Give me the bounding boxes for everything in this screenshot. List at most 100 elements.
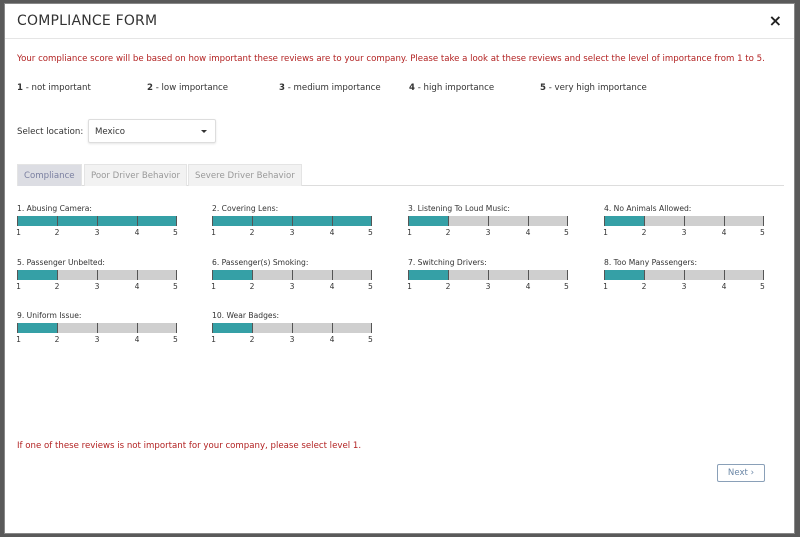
slider-tick	[408, 216, 409, 226]
importance-slider[interactable]	[17, 323, 177, 333]
chevron-down-icon	[201, 130, 207, 133]
importance-slider[interactable]	[212, 323, 372, 333]
slider-tick	[292, 216, 293, 226]
importance-slider[interactable]	[17, 270, 177, 280]
slider-label: 7. Switching Drivers:	[408, 258, 487, 267]
scale-label: 3	[485, 228, 491, 237]
next-button[interactable]: Next ›	[717, 464, 765, 482]
scale-label: 1	[16, 335, 22, 344]
close-icon[interactable]: ×	[768, 11, 782, 30]
slider-tick	[176, 270, 177, 280]
scale-label: 5	[563, 282, 569, 291]
importance-slider[interactable]	[408, 270, 568, 280]
slider-tick	[488, 270, 489, 280]
slider-tick	[292, 270, 293, 280]
intro-text: Your compliance score will be based on h…	[17, 54, 765, 64]
tab-poor-driver-behavior[interactable]: Poor Driver Behavior	[84, 164, 187, 186]
scale-label: 4	[525, 228, 531, 237]
slider-tick	[763, 270, 764, 280]
slider-label: 2. Covering Lens:	[212, 204, 279, 213]
tab-bar: Compliance Poor Driver Behavior Severe D…	[17, 164, 784, 186]
slider-tick	[137, 216, 138, 226]
slider-item: 4. No Animals Allowed: 1 2 3 4 5	[603, 204, 765, 238]
tab-severe-driver-behavior[interactable]: Severe Driver Behavior	[188, 164, 302, 186]
scale-label: 2	[54, 335, 60, 344]
slider-tick	[17, 216, 18, 226]
slider-tick	[57, 270, 58, 280]
scale-label: 1	[211, 282, 217, 291]
slider-tick	[332, 323, 333, 333]
slider-tick	[97, 270, 98, 280]
slider-item: 8. Too Many Passengers: 1 2 3 4 5	[603, 258, 765, 292]
slider-tick	[292, 323, 293, 333]
scale-label: 3	[681, 282, 687, 291]
slider-scale: 1 2 3 4 5	[16, 282, 178, 292]
slider-tick	[604, 270, 605, 280]
slider-label: 5. Passenger Unbelted:	[17, 258, 105, 267]
scale-label: 5	[367, 335, 373, 344]
modal-header: COMPLIANCE FORM ×	[5, 4, 794, 39]
slider-tick	[371, 270, 372, 280]
importance-slider[interactable]	[17, 216, 177, 226]
scale-label: 5	[367, 282, 373, 291]
slider-tick	[724, 270, 725, 280]
level-2: 2 - low importance	[147, 83, 229, 93]
slider-tick	[763, 216, 764, 226]
scale-label: 1	[603, 228, 609, 237]
slider-tick	[97, 216, 98, 226]
slider-item: 7. Switching Drivers: 1 2 3 4 5	[407, 258, 569, 292]
slider-item: 2. Covering Lens: 1 2 3 4 5	[211, 204, 373, 238]
scale-label: 4	[134, 282, 140, 291]
slider-tick	[57, 323, 58, 333]
importance-slider[interactable]	[604, 270, 764, 280]
slider-label: 10. Wear Badges:	[212, 311, 280, 320]
scale-label: 5	[172, 282, 178, 291]
slider-tick	[212, 270, 213, 280]
importance-slider[interactable]	[604, 216, 764, 226]
slider-item: 10. Wear Badges: 1 2 3 4 5	[211, 311, 373, 345]
slider-label: 3. Listening To Loud Music:	[408, 204, 510, 213]
slider-tick	[408, 270, 409, 280]
slider-tick	[332, 216, 333, 226]
scale-label: 5	[563, 228, 569, 237]
importance-slider[interactable]	[212, 270, 372, 280]
slider-tick	[137, 270, 138, 280]
scale-label: 5	[759, 228, 765, 237]
slider-item: 3. Listening To Loud Music: 1 2 3 4 5	[407, 204, 569, 238]
slider-tick	[252, 323, 253, 333]
scale-label: 2	[445, 228, 451, 237]
location-label: Select location:	[17, 127, 84, 137]
scale-label: 2	[249, 228, 255, 237]
scale-label: 3	[289, 228, 295, 237]
slider-fill	[604, 216, 644, 226]
scale-label: 4	[329, 335, 335, 344]
scale-label: 3	[681, 228, 687, 237]
slider-scale: 1 2 3 4 5	[211, 228, 373, 238]
scale-label: 5	[367, 228, 373, 237]
level-5: 5 - very high importance	[540, 83, 647, 93]
slider-label: 4. No Animals Allowed:	[604, 204, 692, 213]
slider-tick	[137, 323, 138, 333]
importance-slider[interactable]	[212, 216, 372, 226]
slider-fill	[408, 216, 448, 226]
slider-tick	[212, 216, 213, 226]
tab-compliance[interactable]: Compliance	[17, 164, 82, 186]
slider-tick	[371, 323, 372, 333]
scale-label: 3	[289, 335, 295, 344]
slider-label: 1. Abusing Camera:	[17, 204, 92, 213]
slider-label: 6. Passenger(s) Smoking:	[212, 258, 309, 267]
location-select[interactable]: Mexico	[88, 119, 216, 143]
importance-slider[interactable]	[408, 216, 568, 226]
level-3: 3 - medium importance	[279, 83, 381, 93]
slider-scale: 1 2 3 4 5	[407, 228, 569, 238]
scale-label: 5	[172, 335, 178, 344]
slider-tick	[371, 216, 372, 226]
slider-scale: 1 2 3 4 5	[16, 228, 178, 238]
scale-label: 2	[54, 228, 60, 237]
slider-fill	[17, 323, 57, 333]
scale-label: 1	[603, 282, 609, 291]
slider-tick	[97, 323, 98, 333]
slider-scale: 1 2 3 4 5	[211, 282, 373, 292]
scale-label: 1	[407, 228, 413, 237]
scale-label: 4	[721, 282, 727, 291]
